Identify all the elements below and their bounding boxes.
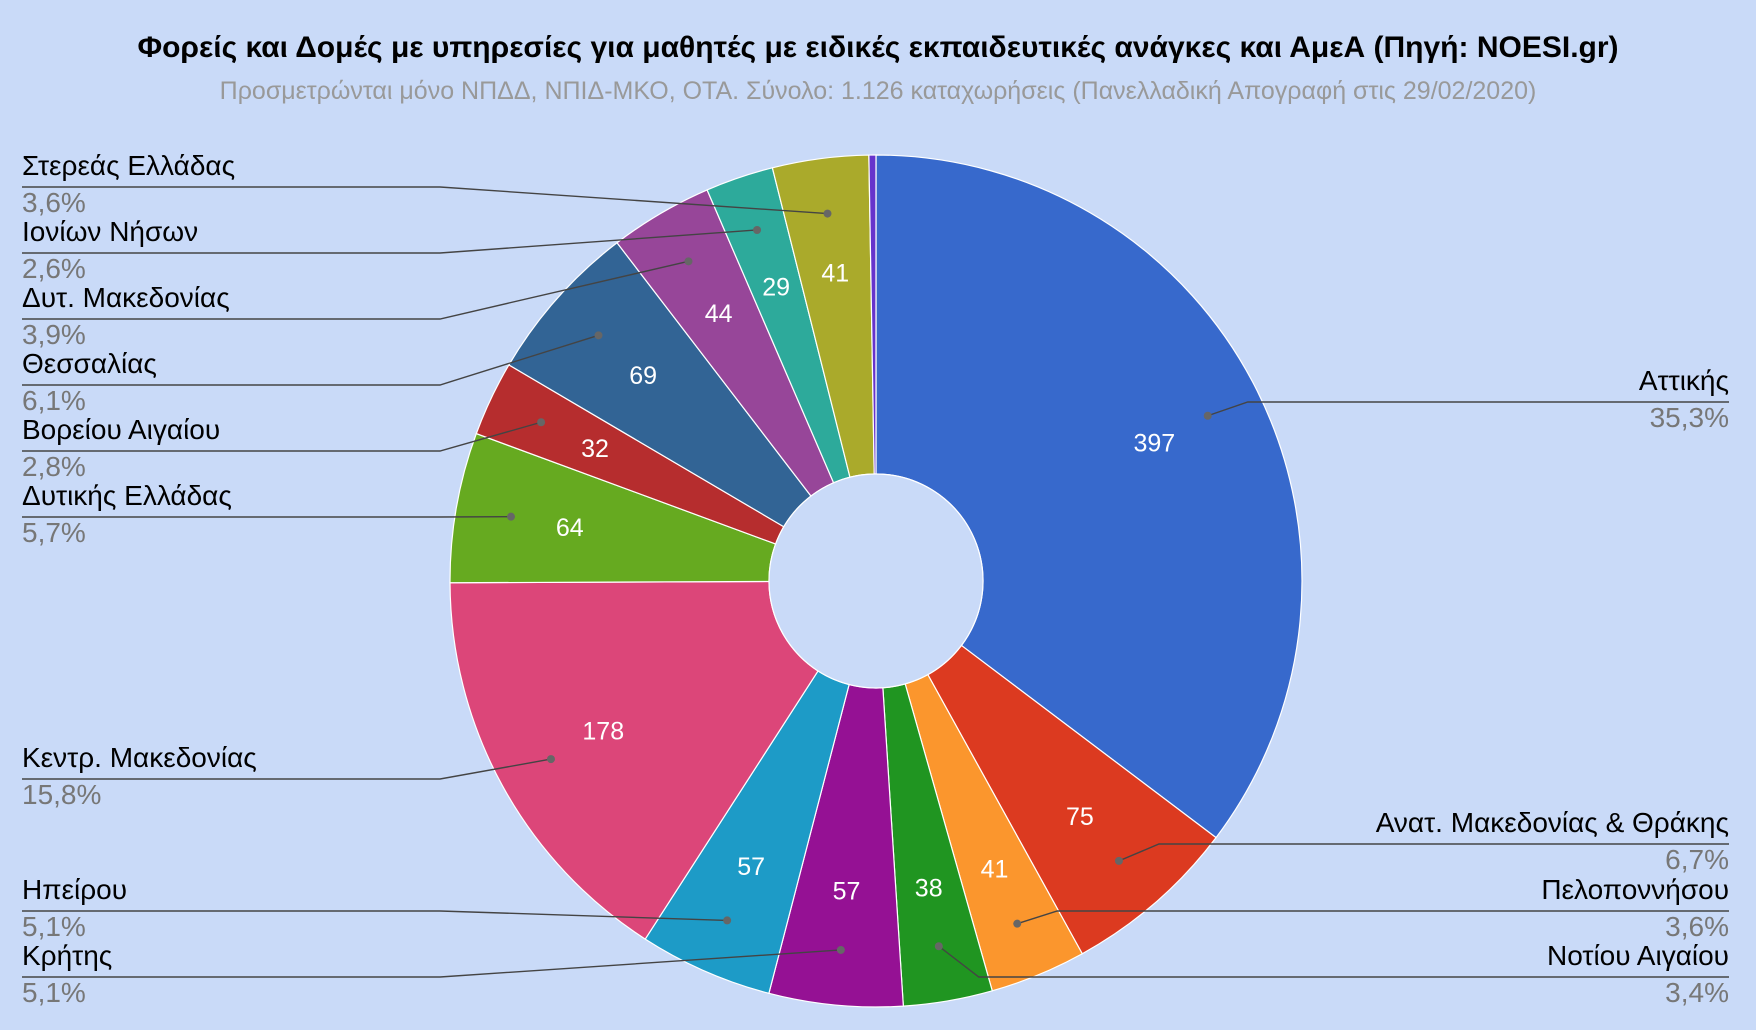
leader-dot bbox=[1013, 919, 1022, 928]
legend-label-percent: 3,9% bbox=[22, 319, 86, 350]
leader-line bbox=[22, 910, 728, 922]
slice-value-label: 38 bbox=[915, 874, 943, 902]
legend-label-percent: 15,8% bbox=[22, 779, 101, 810]
legend-label-name: Ανατ. Μακεδονίας & Θράκης bbox=[1376, 807, 1729, 838]
slice-value-label: 29 bbox=[762, 273, 790, 301]
legend-label-percent: 5,7% bbox=[22, 517, 86, 548]
legend-label-name: Ιονίων Νήσων bbox=[22, 216, 198, 247]
leader-line bbox=[1017, 910, 1729, 925]
legend: Αττικής 35,3% Ανατ. Μακεδονίας & Θράκης 6,7… bbox=[22, 150, 1729, 1008]
leader-dot bbox=[684, 257, 693, 266]
leader-line bbox=[22, 229, 758, 254]
slice-value-label: 44 bbox=[705, 300, 733, 328]
leader-line bbox=[22, 334, 599, 386]
leader-dot bbox=[836, 945, 845, 954]
slice-value-label: 41 bbox=[981, 856, 1009, 884]
legend-label-name: Βορείου Αιγαίου bbox=[22, 414, 220, 445]
legend-label-percent: 2,6% bbox=[22, 253, 86, 284]
slice-value-label: 178 bbox=[582, 717, 624, 745]
slice-value-labels: 397 75 41 38 57 57 178 64 32 69 44 29 41 bbox=[556, 260, 1175, 906]
leader-dot bbox=[934, 942, 943, 951]
legend-label-percent: 5,1% bbox=[22, 911, 86, 942]
legend-label-percent: 2,8% bbox=[22, 451, 86, 482]
leader-dot bbox=[823, 209, 832, 218]
slice-value-label: 69 bbox=[629, 362, 657, 390]
leader-line bbox=[22, 949, 841, 978]
legend-label-percent: 3,6% bbox=[1665, 911, 1729, 942]
legend-label-name: Κεντρ. Μακεδονίας bbox=[22, 742, 257, 773]
legend-label-name: Πελοποννήσου bbox=[1541, 874, 1729, 905]
leader-dot bbox=[546, 755, 555, 764]
legend-label-percent: 6,1% bbox=[22, 385, 86, 416]
chart-subtitle: Προσμετρώνται μόνο ΝΠΔΔ, ΝΠΙΔ-ΜΚΟ, ΟΤΑ. … bbox=[220, 77, 1537, 105]
slice-value-label: 397 bbox=[1133, 429, 1175, 457]
donut-hole bbox=[768, 473, 984, 689]
leader-line bbox=[1207, 401, 1729, 417]
slice-value-label: 32 bbox=[581, 435, 609, 463]
slice-value-label: 57 bbox=[833, 878, 861, 906]
legend-label-name: Νοτίου Αιγαίου bbox=[1547, 940, 1729, 971]
legend-label-percent: 5,1% bbox=[22, 977, 86, 1008]
leader-dot bbox=[594, 331, 603, 340]
leader-line bbox=[938, 945, 1729, 978]
slices-group bbox=[449, 154, 1303, 1008]
leader-line bbox=[22, 758, 552, 780]
leader-dot bbox=[723, 916, 732, 925]
legend-label-percent: 3,6% bbox=[22, 187, 86, 218]
legend-label-name: Αττικής bbox=[1639, 365, 1729, 396]
leader-dot bbox=[1114, 856, 1123, 865]
legend-label-percent: 35,3% bbox=[1650, 402, 1729, 433]
leader-dot bbox=[507, 512, 516, 521]
legend-label-name: Στερεάς Ελλάδας bbox=[22, 150, 235, 181]
slice-value-label: 64 bbox=[556, 514, 584, 542]
legend-label-name: Δυτ. Μακεδονίας bbox=[22, 282, 230, 313]
leader-dot bbox=[1203, 411, 1212, 420]
leader-dot bbox=[537, 418, 546, 427]
slice-value-label: 57 bbox=[737, 853, 765, 881]
leader-line bbox=[1118, 843, 1729, 862]
legend-label-percent: 3,4% bbox=[1665, 977, 1729, 1008]
legend-label-name: Κρήτης bbox=[22, 940, 112, 971]
slice-value-label: 75 bbox=[1066, 803, 1094, 831]
leader-line bbox=[22, 421, 542, 452]
legend-label-name: Θεσσαλίας bbox=[22, 348, 157, 379]
leader-dot bbox=[753, 225, 762, 234]
leader-line bbox=[22, 260, 689, 320]
legend-label-name: Ηπείρου bbox=[22, 874, 127, 905]
leader-line bbox=[22, 186, 828, 215]
chart-title: Φορείς και Δομές με υπηρεσίες για μαθητέ… bbox=[137, 31, 1618, 64]
legend-label-name: Δυτικής Ελλάδας bbox=[22, 480, 232, 511]
slice-value-label: 41 bbox=[821, 260, 849, 288]
legend-label-percent: 6,7% bbox=[1665, 844, 1729, 875]
